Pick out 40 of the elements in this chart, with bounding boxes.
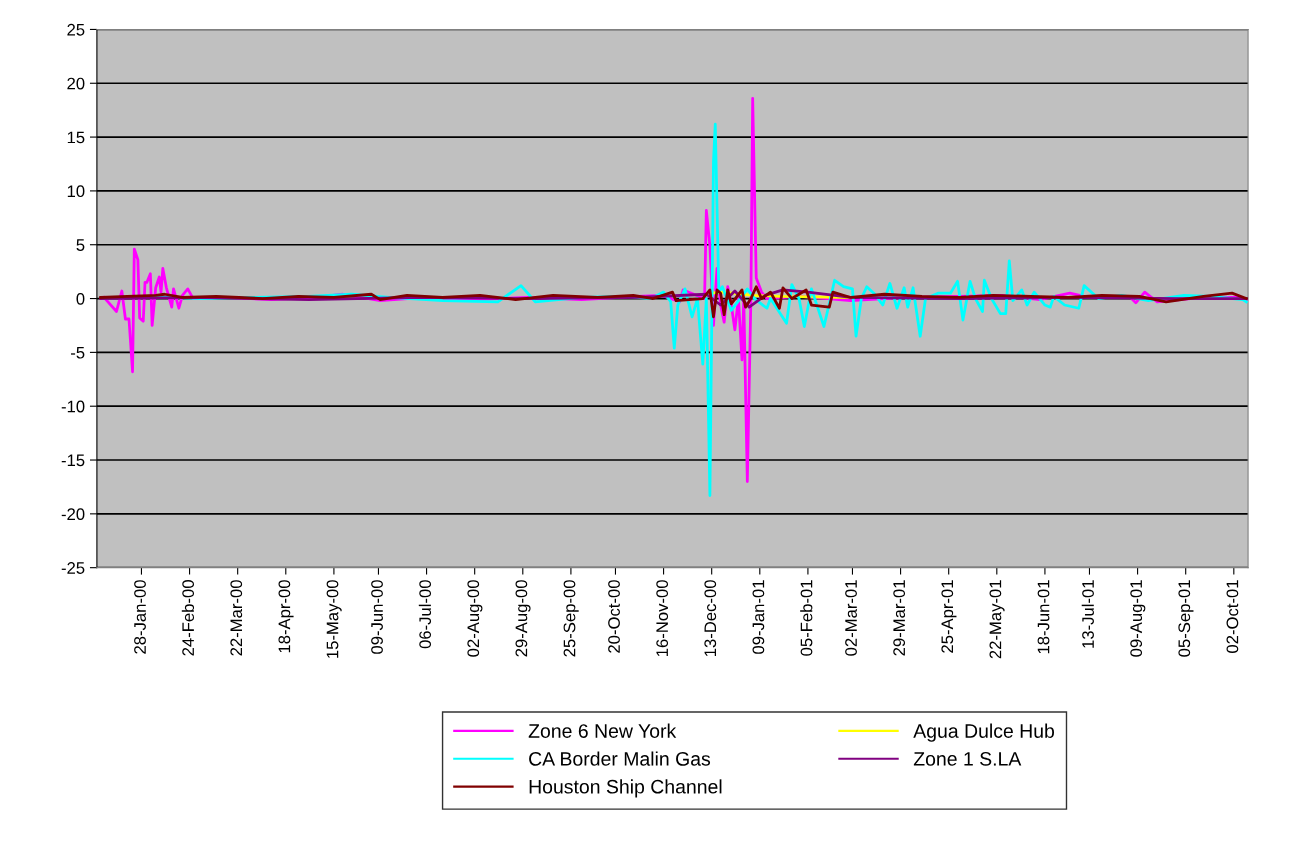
x-tick-label: 02-Mar-01: [845, 580, 857, 656]
x-tick-label: 13-Jul-01: [1081, 580, 1094, 648]
x-tick-label: 09-Jun-00: [371, 580, 383, 654]
y-tick-label: 20: [67, 77, 85, 90]
x-tick-label: 13-Dec-00: [704, 580, 717, 657]
x-tick-label: 05-Feb-01: [800, 580, 813, 656]
x-tick-label: 25-Apr-01: [941, 580, 957, 653]
x-tick-label: 24-Feb-00: [181, 580, 195, 656]
y-tick-label: 5: [76, 239, 85, 251]
x-tick-label: 06-Jul-00: [418, 580, 432, 649]
x-tick-label: 02-Oct-01: [1226, 580, 1239, 653]
x-tick-label: 28-Jan-00: [134, 580, 146, 654]
x-tick-label: 29-Mar-01: [893, 580, 906, 656]
x-tick-label: 09-Jan-01: [752, 580, 765, 654]
legend-label: Houston Ship Channel: [529, 779, 722, 798]
y-tick-label: 15: [67, 131, 85, 144]
y-tick-label: 25: [67, 23, 85, 36]
y-tick-label: -25: [61, 562, 85, 574]
x-tick-label: 18-Apr-00: [278, 580, 294, 653]
y-tick-label: -20: [61, 508, 85, 521]
legend-label: Agua Dulce Hub: [913, 723, 1055, 742]
x-tick-label: 22-Mar-00: [230, 580, 243, 656]
x-tick-label: 02-Aug-00: [467, 580, 483, 657]
x-tick-label: 25-Sep-00: [563, 580, 579, 657]
x-tick-label: 16-Nov-00: [656, 580, 669, 657]
y-tick-label: -5: [71, 346, 85, 359]
x-tick-label: 18-Jun-01: [1037, 580, 1050, 654]
y-tick-label: 10: [67, 185, 85, 198]
y-tick-label: -15: [61, 454, 85, 467]
x-tick-label: 05-Sep-01: [1178, 580, 1194, 657]
legend-label: CA Border Malin Gas: [529, 751, 711, 766]
x-tick-label: 15-May-00: [326, 580, 342, 658]
legend-label: Zone 1 S.LA: [913, 751, 1022, 766]
x-tick-label: 22-May-01: [989, 580, 1005, 659]
x-tick-label: 29-Aug-00: [515, 580, 531, 657]
y-tick-label: -10: [61, 400, 85, 413]
legend-label: Zone 6 New York: [528, 723, 677, 738]
y-tick-label: 0: [76, 292, 85, 305]
x-tick-label: 09-Aug-01: [1130, 580, 1146, 657]
x-tick-label: 20-Oct-00: [608, 580, 620, 653]
